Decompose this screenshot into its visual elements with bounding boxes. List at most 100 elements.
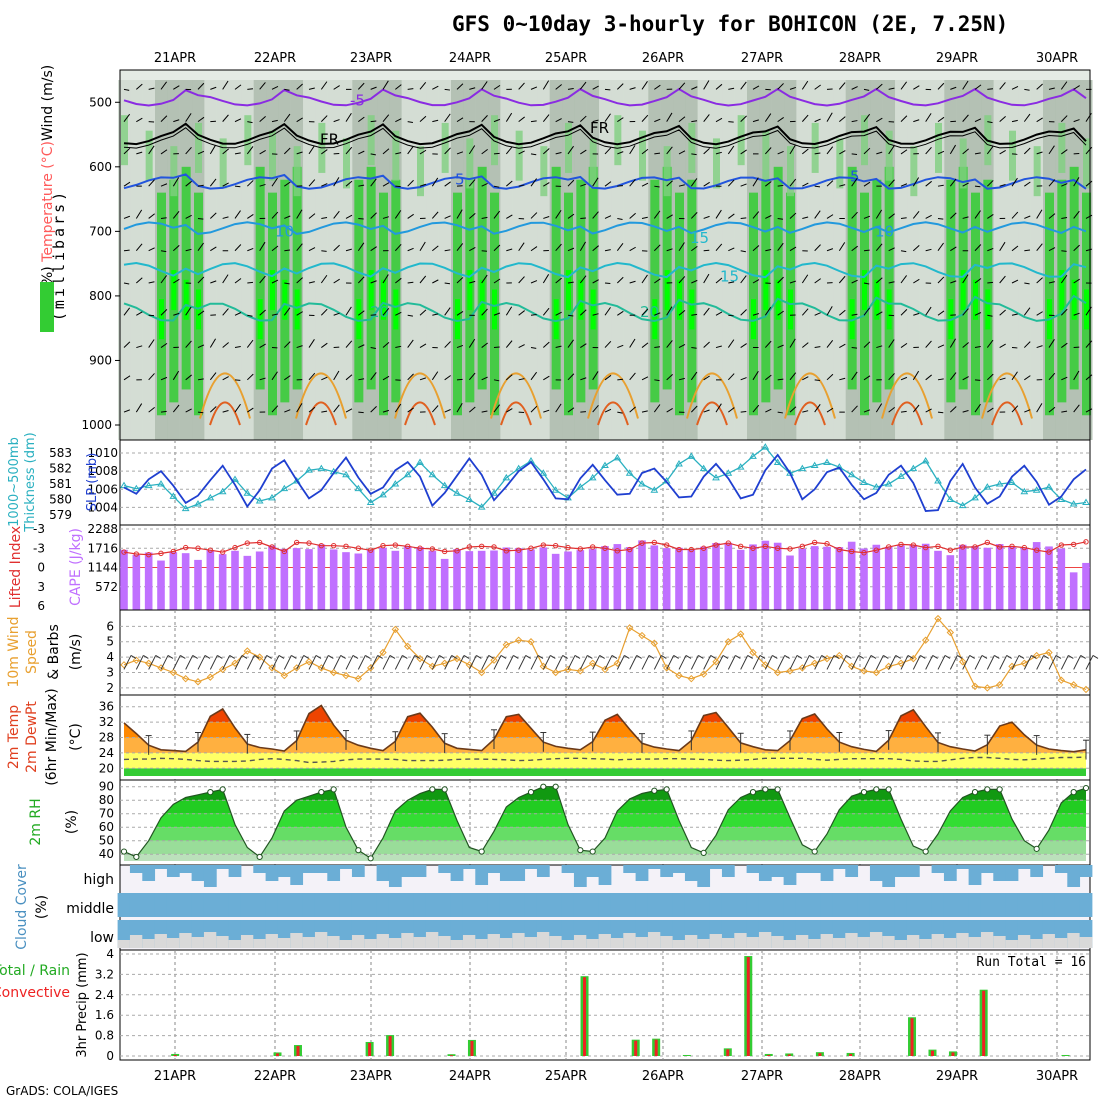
thickness-tick-label: 581 bbox=[49, 477, 72, 491]
wind-barb bbox=[691, 279, 698, 284]
wind10-barb bbox=[320, 655, 329, 670]
isotherm-5 bbox=[123, 173, 1087, 190]
wind-barb bbox=[1011, 177, 1018, 187]
isotherm-minus5 bbox=[123, 87, 1087, 107]
wind10-barb-flag bbox=[439, 655, 445, 659]
wind-barb bbox=[123, 282, 130, 285]
cape-bar bbox=[1069, 572, 1078, 610]
wind-barb bbox=[271, 279, 279, 284]
date-label-bottom: 27APR bbox=[741, 1069, 783, 1084]
lifted-index-marker bbox=[367, 547, 374, 553]
cloud-middle-bar bbox=[277, 893, 291, 917]
wind-barb bbox=[653, 404, 661, 413]
cloud-high-bar bbox=[647, 865, 661, 869]
wind-barb bbox=[777, 411, 783, 414]
cloud-low-gap bbox=[438, 936, 452, 948]
wind-barb bbox=[629, 145, 636, 155]
wind-barb bbox=[913, 312, 920, 316]
wind-barb bbox=[617, 344, 624, 349]
wind-barb bbox=[370, 86, 377, 90]
wind10-barb-flag bbox=[907, 655, 914, 659]
wind-barb bbox=[247, 214, 254, 219]
lifted-index-marker bbox=[676, 546, 682, 553]
lifted-index-marker bbox=[626, 546, 633, 553]
temp-band bbox=[124, 752, 1086, 769]
rh2m-marker bbox=[1082, 784, 1090, 792]
cloud-low-gap bbox=[882, 936, 896, 948]
rh-bright-patch bbox=[381, 279, 386, 320]
wind-barb bbox=[974, 345, 981, 349]
wind10-barb bbox=[160, 655, 169, 670]
wind10-marker bbox=[329, 668, 338, 677]
wind-barb bbox=[592, 371, 599, 381]
cloud-high-bar bbox=[475, 865, 489, 885]
cape-bar bbox=[490, 550, 498, 610]
wind10-barb-flag bbox=[1092, 655, 1099, 659]
dewpt2m-label: 2m DewPt bbox=[24, 701, 40, 773]
thickness-marker bbox=[206, 493, 215, 501]
wind-barb bbox=[950, 280, 957, 284]
cape-bar bbox=[625, 547, 634, 610]
wind-barb bbox=[222, 274, 229, 284]
rh2m-marker bbox=[984, 786, 991, 793]
wind-barb bbox=[136, 117, 143, 123]
wind-barb bbox=[826, 248, 834, 252]
wind-barb bbox=[160, 410, 167, 413]
wind-barb bbox=[802, 148, 809, 155]
lifted-index-marker bbox=[565, 544, 571, 551]
lifted-index-marker bbox=[195, 545, 201, 551]
wind10-barb-flag bbox=[747, 655, 753, 659]
cape-bar bbox=[1008, 546, 1016, 610]
wind-barb bbox=[1011, 405, 1019, 413]
cloud-middle-bar bbox=[413, 893, 427, 917]
cloud-low-gap bbox=[906, 935, 920, 948]
wind-barb bbox=[1036, 209, 1043, 219]
isotherm-label: 5 bbox=[455, 171, 465, 189]
rh-column bbox=[118, 80, 131, 440]
wind10-marker bbox=[971, 682, 979, 691]
wind-barb bbox=[210, 86, 217, 90]
wind-barb bbox=[247, 247, 254, 252]
wind-barb bbox=[370, 314, 377, 316]
wind10-marker bbox=[305, 658, 313, 666]
thickness-marker bbox=[650, 486, 659, 493]
cloud-high-bar bbox=[228, 865, 242, 877]
wind10-barb bbox=[678, 655, 687, 670]
temp2m-tick-label: 32 bbox=[99, 715, 114, 729]
wind-barb bbox=[135, 403, 143, 413]
wind-barb bbox=[259, 241, 266, 251]
slp-tick-label: 1010 bbox=[87, 446, 118, 460]
wind-barb bbox=[987, 121, 993, 124]
precip-total-bar bbox=[447, 1054, 456, 1056]
cape-bar bbox=[268, 545, 276, 610]
cape-bar bbox=[181, 553, 190, 610]
cloud-middle-bar bbox=[561, 893, 575, 917]
cape-bar bbox=[995, 544, 1004, 610]
cloud-high-bar bbox=[462, 865, 476, 869]
wind10-marker bbox=[724, 638, 733, 646]
wind-barb bbox=[777, 184, 784, 187]
cape-bar bbox=[403, 546, 412, 610]
wind-barb bbox=[136, 311, 143, 316]
wind-barb bbox=[259, 275, 266, 284]
cloud-middle-bar bbox=[203, 893, 217, 917]
cloud-high-bar bbox=[561, 865, 575, 873]
lifted-index-marker bbox=[713, 542, 719, 548]
rh-column bbox=[426, 80, 439, 440]
cloud-high-bar bbox=[142, 865, 156, 881]
wind-barb bbox=[616, 276, 624, 284]
wind10-barb bbox=[764, 655, 773, 670]
cape-bar bbox=[292, 548, 301, 610]
wind-barb bbox=[431, 177, 439, 187]
cloud-middle-bar bbox=[536, 893, 550, 917]
cloud-high-bar bbox=[672, 865, 686, 873]
rh-green-column bbox=[255, 166, 265, 390]
wind-barb bbox=[888, 213, 895, 219]
wind10-barb bbox=[555, 655, 564, 670]
cloud-high-bar bbox=[697, 865, 711, 887]
wind-barb bbox=[308, 87, 315, 90]
wind-barb bbox=[592, 85, 599, 90]
rh-green-patch bbox=[589, 138, 597, 189]
cloud-low-gap bbox=[808, 939, 822, 948]
wind-barb bbox=[123, 409, 131, 413]
